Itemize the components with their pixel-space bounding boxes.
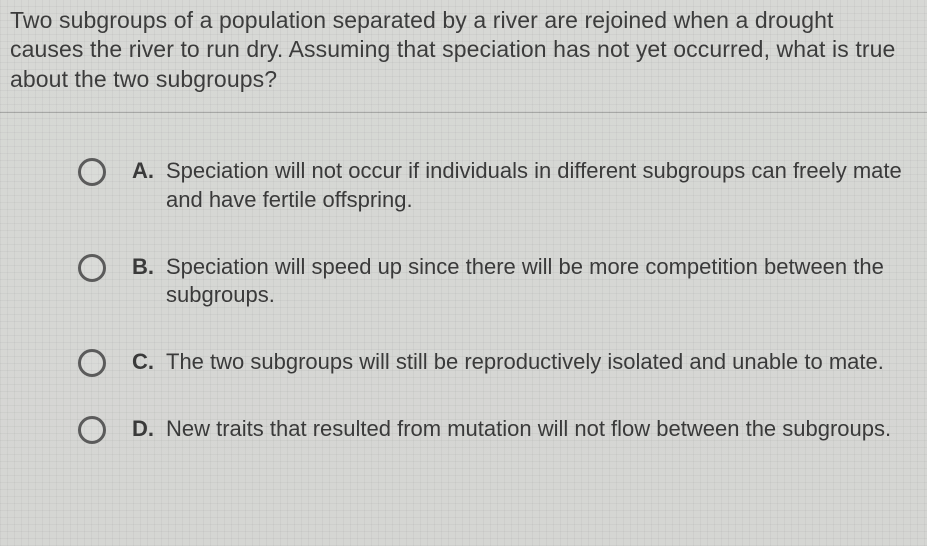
radio-a[interactable] (78, 158, 106, 186)
option-c-text: C. The two subgroups will still be repro… (132, 348, 884, 377)
option-d[interactable]: D. New traits that resulted from mutatio… (78, 415, 903, 444)
option-d-text: D. New traits that resulted from mutatio… (132, 415, 891, 444)
options-list: A. Speciation will not occur if individu… (0, 113, 927, 443)
option-b-letter: B. (132, 253, 162, 310)
radio-b[interactable] (78, 254, 106, 282)
option-c-letter: C. (132, 348, 162, 377)
option-d-label: New traits that resulted from mutation w… (162, 415, 891, 444)
option-a-letter: A. (132, 157, 162, 214)
option-b-text: B. Speciation will speed up since there … (132, 253, 903, 310)
question-text: Two subgroups of a population separated … (0, 0, 927, 98)
option-a[interactable]: A. Speciation will not occur if individu… (78, 157, 903, 214)
option-a-text: A. Speciation will not occur if individu… (132, 157, 903, 214)
option-a-label: Speciation will not occur if individuals… (162, 157, 903, 214)
radio-d[interactable] (78, 416, 106, 444)
option-b-label: Speciation will speed up since there wil… (162, 253, 903, 310)
radio-c[interactable] (78, 349, 106, 377)
option-d-letter: D. (132, 415, 162, 444)
option-c-label: The two subgroups will still be reproduc… (162, 348, 884, 377)
option-c[interactable]: C. The two subgroups will still be repro… (78, 348, 903, 377)
option-b[interactable]: B. Speciation will speed up since there … (78, 253, 903, 310)
quiz-container: Two subgroups of a population separated … (0, 0, 927, 546)
